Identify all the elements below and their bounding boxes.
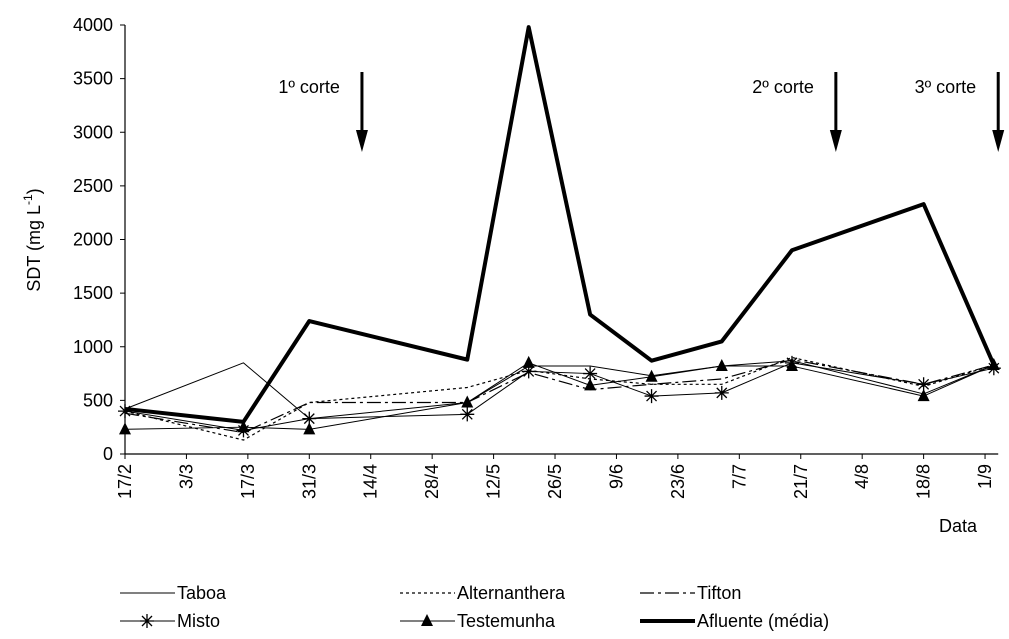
point-marker — [421, 614, 433, 626]
legend-item: Misto — [120, 611, 220, 631]
legend-label: Misto — [177, 611, 220, 631]
point-marker — [583, 366, 598, 381]
point-marker — [785, 359, 798, 372]
point-marker — [237, 420, 250, 433]
x-tick-label: 17/2 — [115, 464, 135, 499]
x-tick-label: 17/3 — [238, 464, 258, 499]
x-tick-label: 4/8 — [852, 464, 872, 489]
point-marker — [118, 404, 132, 419]
point-marker — [644, 389, 659, 404]
y-tick-label: 0 — [103, 444, 113, 464]
legend-item: Tifton — [640, 583, 741, 603]
legend-item: Taboa — [120, 583, 227, 603]
point-marker — [645, 369, 658, 382]
series-line — [124, 25, 996, 424]
y-label-part: SDT (mg L — [24, 205, 44, 292]
x-tick-label: 14/4 — [361, 464, 381, 499]
y-tick-label: 500 — [83, 390, 113, 410]
y-tick-label: 3500 — [73, 69, 113, 89]
legend-label: Alternanthera — [457, 583, 566, 603]
point-marker — [302, 411, 317, 426]
point-marker — [140, 614, 154, 628]
y-tick-label: 1000 — [73, 337, 113, 357]
point-marker — [303, 422, 316, 435]
x-tick-label: 3/3 — [176, 464, 196, 489]
x-tick-label: 28/4 — [422, 464, 442, 499]
legend-item: Alternanthera — [400, 583, 566, 603]
legend-label: Testemunha — [457, 611, 556, 631]
x-tick-label: 23/6 — [668, 464, 688, 499]
x-tick-label: 12/5 — [484, 464, 504, 499]
y-tick-label: 1500 — [73, 283, 113, 303]
point-marker — [917, 389, 930, 402]
point-marker — [715, 359, 728, 372]
y-tick-label: 4000 — [73, 15, 113, 35]
x-axis-label: Data — [939, 516, 978, 536]
y-label-part: ) — [24, 188, 44, 194]
x-tick-label: 18/8 — [914, 464, 934, 499]
series-line — [124, 360, 995, 420]
point-marker — [916, 377, 931, 392]
legend-label: Tifton — [697, 583, 741, 603]
x-tick-label: 26/5 — [545, 464, 565, 499]
annotation-arrowhead — [355, 130, 368, 152]
legend-item: Testemunha — [400, 611, 556, 631]
point-marker — [522, 355, 535, 368]
legend-label: Taboa — [177, 583, 227, 603]
point-marker — [714, 385, 729, 400]
legend-label: Afluente (média) — [697, 611, 829, 631]
annotation-text: 1º corte — [278, 77, 340, 97]
y-tick-label: 3000 — [73, 122, 113, 142]
point-marker — [461, 395, 474, 408]
annotation-arrowhead — [829, 130, 842, 152]
y-axis-label: SDT (mg L-1) — [21, 188, 44, 291]
point-marker — [521, 364, 536, 379]
point-marker — [584, 378, 597, 391]
x-tick-label: 31/3 — [299, 464, 319, 499]
point-marker — [460, 407, 475, 422]
x-tick-label: 7/7 — [729, 464, 749, 489]
annotation-text: 2º corte — [752, 77, 814, 97]
annotation-text: 3º corte — [915, 77, 977, 97]
x-tick-label: 21/7 — [791, 464, 811, 499]
x-tick-label: 9/6 — [606, 464, 626, 489]
point-marker — [119, 422, 131, 435]
y-label-sup: -1 — [21, 194, 35, 205]
annotation-arrowhead — [992, 130, 1005, 152]
x-tick-label: 1/9 — [975, 464, 995, 489]
legend-item: Afluente (média) — [640, 611, 829, 631]
series-line — [124, 359, 994, 434]
y-tick-label: 2000 — [73, 230, 113, 250]
y-tick-label: 2500 — [73, 176, 113, 196]
